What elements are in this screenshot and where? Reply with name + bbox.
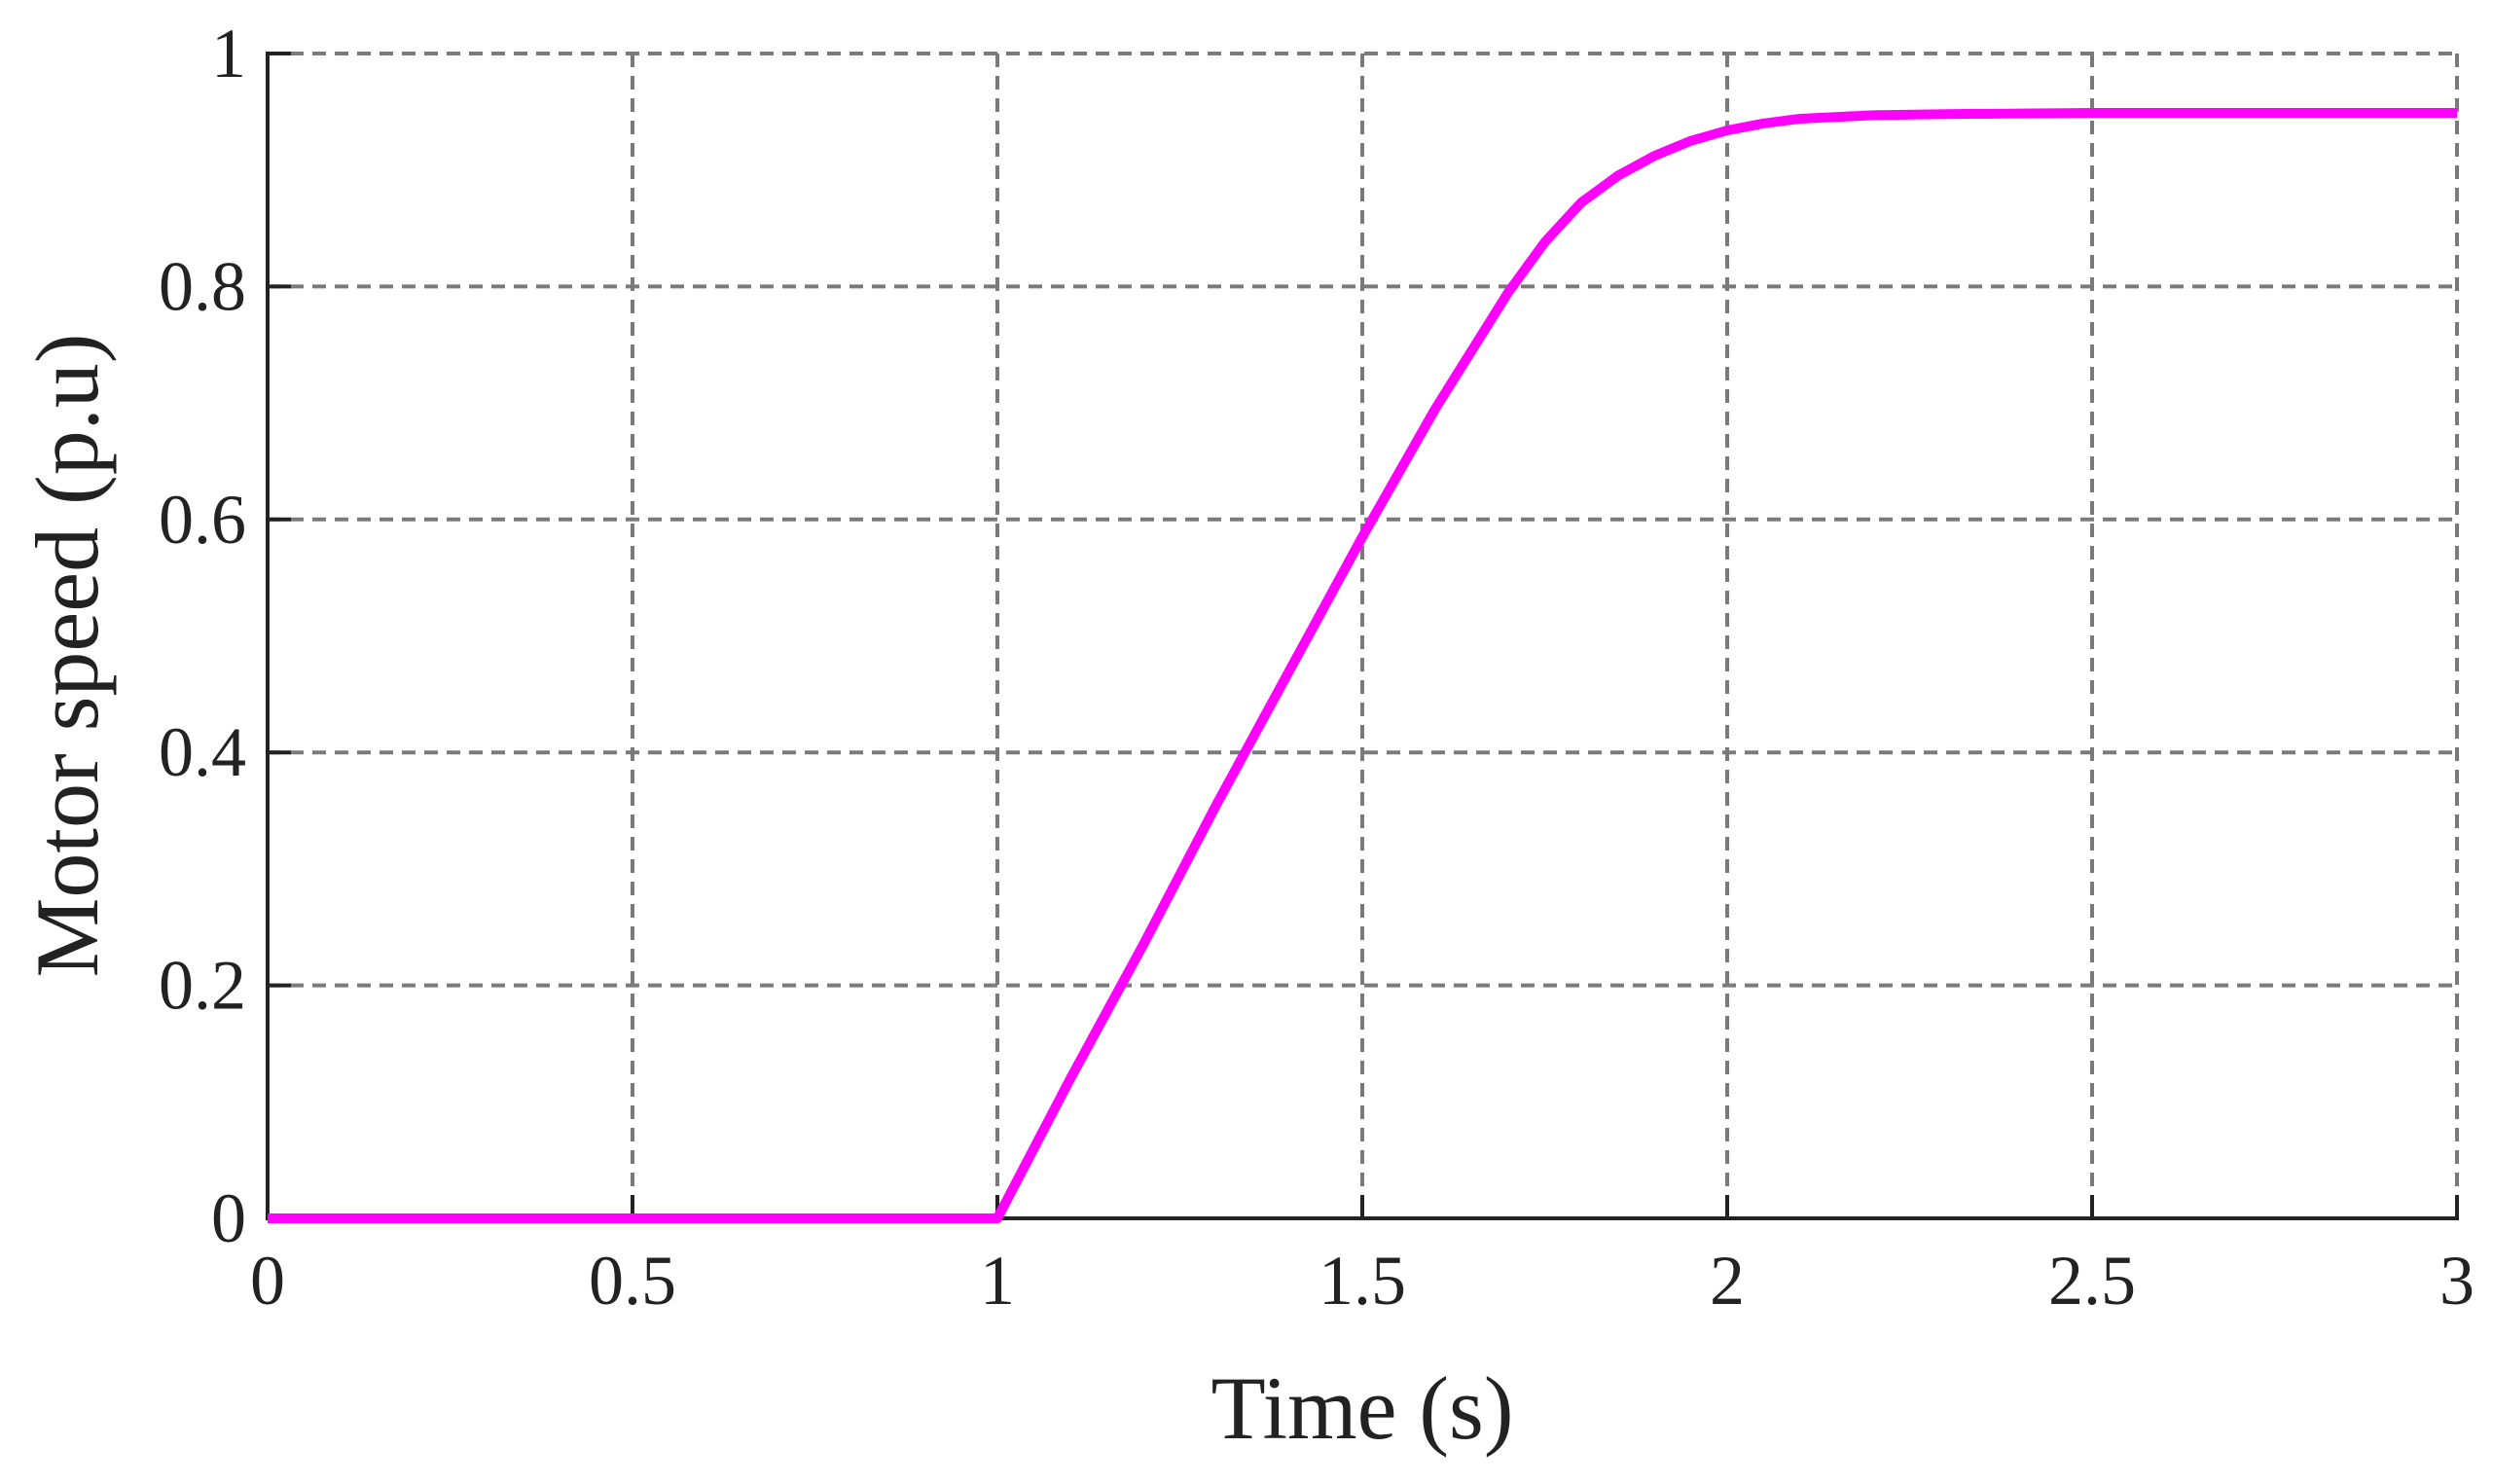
grid-lines [268, 52, 2459, 1218]
tick-labels: 0 0.5 1 1.5 2 2.5 3 0 0.2 0.4 0.6 0.8 1 [159, 15, 2475, 1320]
y-tick-label: 0.6 [159, 481, 246, 559]
y-axis-title: Motor speed (p.u) [18, 334, 117, 978]
x-tick-label: 3 [2439, 1242, 2475, 1320]
y-tick-label: 0 [211, 1179, 246, 1257]
x-tick-label: 1.5 [1319, 1242, 1406, 1320]
y-tick-label: 0.4 [159, 713, 246, 791]
series-layer [268, 108, 2457, 1223]
x-tick-label: 0.5 [589, 1242, 676, 1320]
x-tick-label: 1 [980, 1242, 1015, 1320]
x-axis-title: Time (s) [1211, 1358, 1514, 1458]
y-tick-label: 0.8 [159, 247, 246, 325]
x-tick-label: 0 [250, 1242, 285, 1320]
y-tick-label: 1 [211, 15, 246, 92]
y-tick-label: 0.2 [159, 947, 246, 1025]
x-tick-label: 2 [1710, 1242, 1745, 1320]
x-tick-label: 2.5 [2048, 1242, 2136, 1320]
series-line-0 [268, 108, 2457, 1223]
